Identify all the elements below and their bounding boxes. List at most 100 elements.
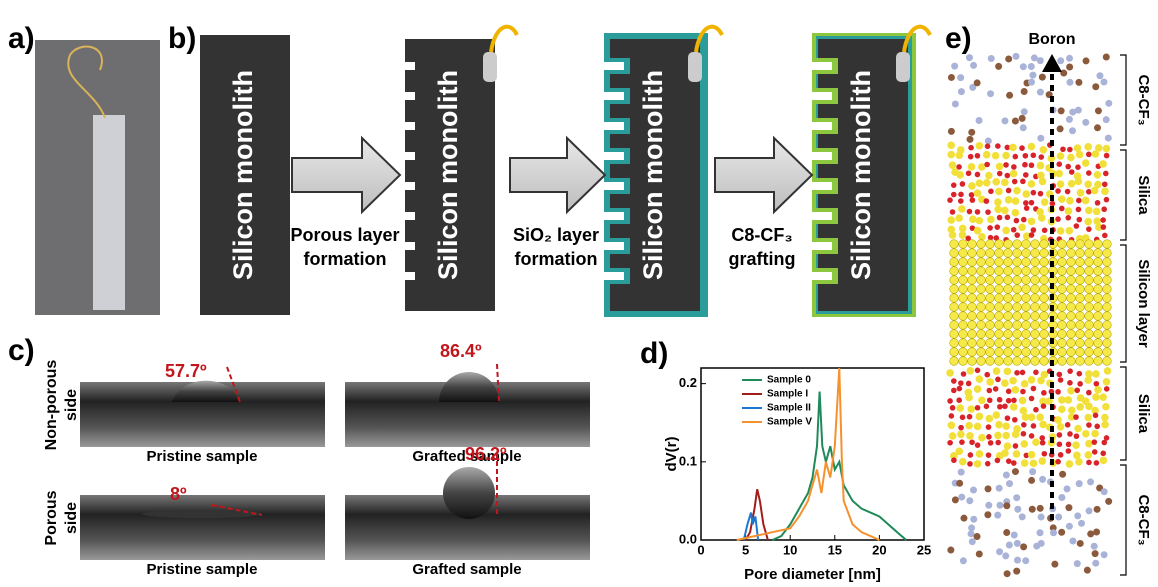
- atom: [949, 275, 959, 285]
- series-line: [736, 367, 880, 541]
- pore: [812, 242, 832, 250]
- atom: [1092, 370, 1100, 378]
- atom: [1011, 416, 1018, 423]
- atom: [1093, 320, 1103, 330]
- atom: [1085, 507, 1093, 515]
- atom: [1014, 370, 1020, 376]
- atom: [1101, 439, 1108, 446]
- atom: [949, 257, 959, 267]
- atom: [976, 347, 986, 357]
- atom: [1064, 188, 1071, 195]
- pore: [812, 212, 832, 220]
- atom: [968, 128, 976, 136]
- atom: [958, 275, 968, 285]
- atom: [955, 214, 963, 222]
- atom: [1095, 223, 1103, 231]
- atom: [974, 404, 981, 411]
- atom: [1012, 320, 1022, 330]
- panel-label: c): [8, 334, 35, 367]
- atom: [967, 275, 977, 285]
- atom: [1030, 311, 1040, 321]
- atom: [1019, 63, 1027, 71]
- atom: [1103, 196, 1110, 203]
- atom: [1091, 429, 1099, 438]
- atom: [1093, 329, 1103, 339]
- atom: [1012, 356, 1022, 366]
- contact: [896, 52, 910, 82]
- atom: [1020, 178, 1026, 185]
- atom: [1066, 196, 1074, 205]
- atom: [1022, 161, 1028, 168]
- atom: [1084, 347, 1094, 357]
- atom: [1039, 435, 1046, 441]
- atom: [1055, 389, 1061, 395]
- atom: [947, 150, 956, 159]
- pore: [399, 242, 415, 250]
- atom: [985, 275, 995, 285]
- atom: [1105, 497, 1113, 505]
- panel-label: a): [8, 22, 35, 55]
- pore: [399, 152, 415, 160]
- layer-label: C8-CF₃: [1135, 74, 1152, 125]
- y-tick-label: 0.1: [679, 453, 697, 468]
- process-arrow: [509, 135, 607, 215]
- atom: [1019, 406, 1028, 415]
- atom: [1006, 480, 1014, 488]
- atom: [1028, 476, 1036, 484]
- atom: [1102, 356, 1112, 366]
- atom: [1013, 567, 1021, 575]
- atom: [1075, 347, 1085, 357]
- pore: [812, 272, 832, 280]
- atom: [1100, 217, 1106, 223]
- atom: [1001, 206, 1009, 215]
- contact-angle-images: 57.7º Pristine sample 86.4º Grafted sample 8…: [80, 341, 590, 578]
- atom: [975, 375, 984, 383]
- atom: [967, 461, 973, 467]
- atom: [1020, 430, 1027, 437]
- atom: [1102, 53, 1110, 61]
- atom: [1075, 248, 1085, 258]
- atom: [956, 171, 964, 179]
- atom: [1039, 338, 1049, 348]
- atom: [967, 452, 974, 458]
- atom: [950, 191, 957, 198]
- atom: [984, 137, 992, 145]
- atom: [1067, 146, 1073, 153]
- atom: [982, 150, 991, 159]
- atom: [1084, 329, 1094, 339]
- atom: [969, 197, 976, 203]
- atom: [1004, 196, 1013, 204]
- atom: [1014, 232, 1021, 238]
- pore: [604, 182, 624, 190]
- atom: [1027, 62, 1035, 70]
- atom: [1030, 266, 1040, 276]
- tangent: [226, 366, 241, 403]
- atom: [1084, 302, 1094, 312]
- atom: [1057, 452, 1064, 458]
- atom: [1058, 205, 1065, 212]
- atom: [967, 293, 977, 303]
- atom: [1058, 396, 1066, 404]
- atom: [1093, 293, 1103, 303]
- atom: [1039, 439, 1046, 446]
- contact-angle: 96.2º: [465, 444, 507, 464]
- atom: [1075, 78, 1083, 86]
- atom: [1003, 266, 1013, 276]
- atom: [1103, 435, 1110, 441]
- atom: [1104, 134, 1112, 142]
- atom: [1069, 537, 1077, 545]
- atom: [1014, 556, 1022, 564]
- atom: [1029, 459, 1038, 468]
- atom: [973, 533, 981, 541]
- atom: [1030, 302, 1040, 312]
- atom: [1039, 302, 1049, 312]
- atom: [985, 356, 995, 366]
- atom: [985, 209, 991, 215]
- atom: [1020, 440, 1029, 448]
- atom: [1073, 144, 1082, 152]
- atom: [1093, 302, 1103, 312]
- atom: [978, 233, 986, 241]
- atom: [1039, 266, 1049, 276]
- atom: [1086, 170, 1092, 176]
- atom: [950, 182, 957, 188]
